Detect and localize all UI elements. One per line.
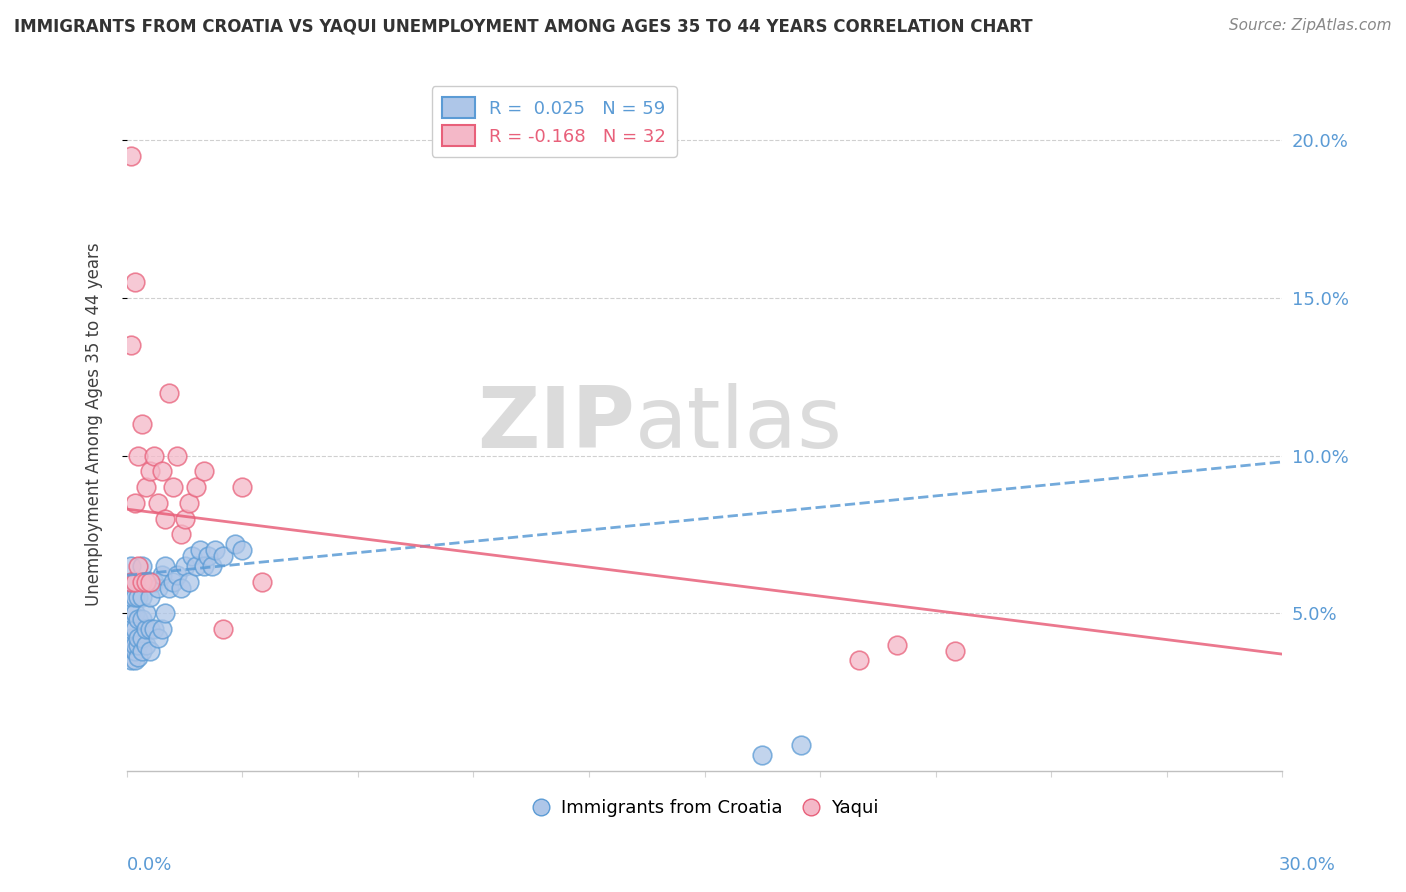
Point — [120, 338, 142, 352]
Point — [139, 622, 162, 636]
Point — [131, 417, 153, 431]
Point — [127, 591, 149, 605]
Point — [146, 632, 169, 646]
Point — [155, 511, 177, 525]
Point — [886, 638, 908, 652]
Point — [135, 574, 157, 589]
Point — [142, 449, 165, 463]
Point — [231, 543, 253, 558]
Point — [131, 591, 153, 605]
Point — [146, 581, 169, 595]
Point — [186, 558, 208, 573]
Point — [135, 480, 157, 494]
Point — [120, 591, 142, 605]
Text: Source: ZipAtlas.com: Source: ZipAtlas.com — [1229, 18, 1392, 33]
Point — [139, 464, 162, 478]
Point — [157, 385, 180, 400]
Point — [212, 549, 235, 564]
Point — [124, 653, 146, 667]
Point — [120, 606, 142, 620]
Point — [124, 591, 146, 605]
Point — [139, 591, 162, 605]
Point — [201, 558, 224, 573]
Point — [150, 568, 173, 582]
Point — [131, 612, 153, 626]
Point — [127, 449, 149, 463]
Point — [250, 574, 273, 589]
Point — [197, 549, 219, 564]
Point — [142, 574, 165, 589]
Point — [139, 574, 162, 589]
Point — [224, 537, 246, 551]
Point — [127, 558, 149, 573]
Point — [124, 574, 146, 589]
Point — [120, 622, 142, 636]
Y-axis label: Unemployment Among Ages 35 to 44 years: Unemployment Among Ages 35 to 44 years — [86, 243, 103, 606]
Point — [124, 644, 146, 658]
Text: IMMIGRANTS FROM CROATIA VS YAQUI UNEMPLOYMENT AMONG AGES 35 TO 44 YEARS CORRELAT: IMMIGRANTS FROM CROATIA VS YAQUI UNEMPLO… — [14, 18, 1032, 36]
Point — [173, 558, 195, 573]
Point — [177, 496, 200, 510]
Point — [135, 574, 157, 589]
Point — [848, 653, 870, 667]
Point — [150, 622, 173, 636]
Text: ZIP: ZIP — [478, 383, 636, 466]
Point — [131, 558, 153, 573]
Point — [127, 632, 149, 646]
Point — [120, 653, 142, 667]
Point — [120, 574, 142, 589]
Point — [124, 622, 146, 636]
Point — [212, 622, 235, 636]
Point — [120, 638, 142, 652]
Point — [150, 464, 173, 478]
Point — [155, 558, 177, 573]
Point — [231, 480, 253, 494]
Point — [127, 638, 149, 652]
Point — [124, 496, 146, 510]
Point — [162, 574, 184, 589]
Point — [181, 549, 204, 564]
Point — [135, 606, 157, 620]
Point — [170, 527, 193, 541]
Point — [139, 644, 162, 658]
Text: atlas: atlas — [636, 383, 844, 466]
Point — [751, 747, 773, 762]
Point — [120, 574, 142, 589]
Legend: Immigrants from Croatia, Yaqui: Immigrants from Croatia, Yaqui — [523, 791, 886, 824]
Point — [157, 581, 180, 595]
Text: 0.0%: 0.0% — [127, 856, 172, 874]
Point — [193, 558, 215, 573]
Point — [188, 543, 211, 558]
Point — [177, 574, 200, 589]
Point — [170, 581, 193, 595]
Point — [131, 644, 153, 658]
Point — [124, 574, 146, 589]
Point — [124, 275, 146, 289]
Point — [146, 496, 169, 510]
Point — [120, 632, 142, 646]
Point — [131, 574, 153, 589]
Point — [120, 149, 142, 163]
Point — [124, 606, 146, 620]
Point — [162, 480, 184, 494]
Point — [127, 574, 149, 589]
Point — [943, 644, 966, 658]
Point — [155, 606, 177, 620]
Point — [135, 638, 157, 652]
Point — [127, 650, 149, 665]
Point — [186, 480, 208, 494]
Point — [790, 739, 813, 753]
Point — [166, 449, 188, 463]
Point — [135, 622, 157, 636]
Point — [193, 464, 215, 478]
Point — [127, 612, 149, 626]
Point — [131, 632, 153, 646]
Point — [166, 568, 188, 582]
Point — [124, 638, 146, 652]
Point — [120, 558, 142, 573]
Point — [142, 622, 165, 636]
Point — [204, 543, 226, 558]
Point — [173, 511, 195, 525]
Text: 30.0%: 30.0% — [1279, 856, 1336, 874]
